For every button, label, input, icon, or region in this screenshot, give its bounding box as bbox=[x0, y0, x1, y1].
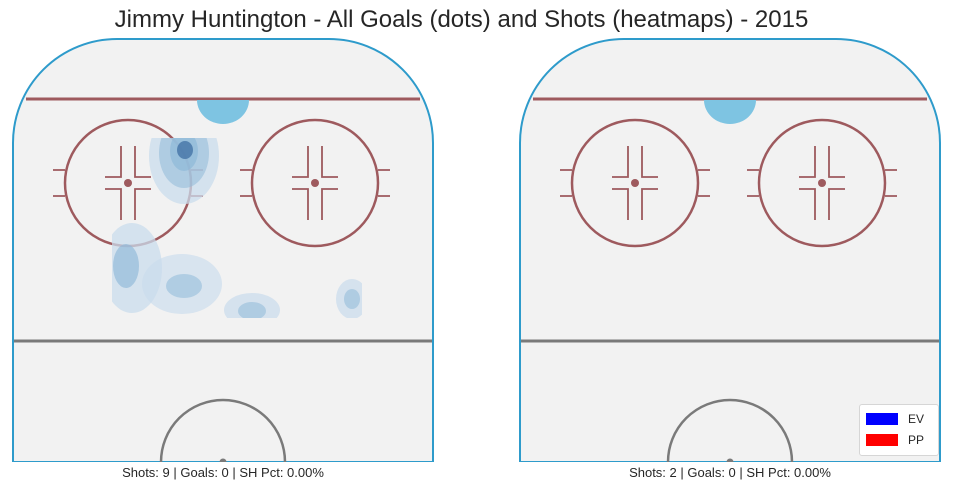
faceoff-circle-right bbox=[757, 118, 887, 248]
center-circle bbox=[666, 398, 794, 462]
legend-swatch-pp bbox=[866, 434, 898, 446]
faceoff-ticks-left bbox=[53, 169, 203, 197]
rink-boards bbox=[519, 38, 941, 462]
rink-surface bbox=[519, 38, 941, 462]
goal-crease bbox=[704, 100, 756, 124]
heatmap-contour bbox=[238, 302, 266, 318]
faceoff-hashmarks-left bbox=[612, 146, 658, 220]
center-dot bbox=[726, 458, 734, 462]
legend-label-pp: PP bbox=[908, 433, 925, 447]
rink-panel-left bbox=[12, 38, 434, 462]
faceoff-hashmarks-left bbox=[105, 146, 151, 220]
heatmap-contour bbox=[344, 289, 360, 309]
rink-surface bbox=[12, 38, 434, 462]
faceoff-dot-left bbox=[124, 179, 132, 187]
legend-item-pp: PP bbox=[866, 432, 924, 448]
legend-swatch-ev bbox=[866, 413, 898, 425]
faceoff-dot-right bbox=[818, 179, 826, 187]
faceoff-hashmarks-right bbox=[292, 146, 338, 220]
legend: EV PP bbox=[859, 404, 939, 456]
heatmap-contour bbox=[177, 141, 193, 159]
faceoff-ticks-right bbox=[240, 169, 390, 197]
faceoff-hashmarks-right bbox=[799, 146, 845, 220]
center-dot bbox=[219, 458, 227, 462]
center-circle bbox=[159, 398, 287, 462]
faceoff-ticks-right bbox=[747, 169, 897, 197]
legend-item-ev: EV bbox=[866, 411, 924, 427]
heatmap-contour bbox=[166, 274, 202, 298]
faceoff-dot-right bbox=[311, 179, 319, 187]
rink-boards bbox=[12, 38, 434, 462]
shot-heatmap bbox=[112, 138, 362, 318]
chart-title: Jimmy Huntington - All Goals (dots) and … bbox=[114, 6, 809, 33]
rink-panel-right bbox=[519, 38, 941, 462]
faceoff-dot-left bbox=[631, 179, 639, 187]
panel-caption-left: Shots: 9 | Goals: 0 | SH Pct: 0.00% bbox=[122, 465, 324, 480]
faceoff-circle-left bbox=[570, 118, 700, 248]
goal-crease bbox=[197, 100, 249, 124]
faceoff-ticks-left bbox=[560, 169, 710, 197]
panel-caption-right: Shots: 2 | Goals: 0 | SH Pct: 0.00% bbox=[629, 465, 831, 480]
faceoff-circle-right bbox=[250, 118, 380, 248]
heatmap-contour bbox=[113, 244, 139, 288]
legend-label-ev: EV bbox=[908, 412, 925, 426]
